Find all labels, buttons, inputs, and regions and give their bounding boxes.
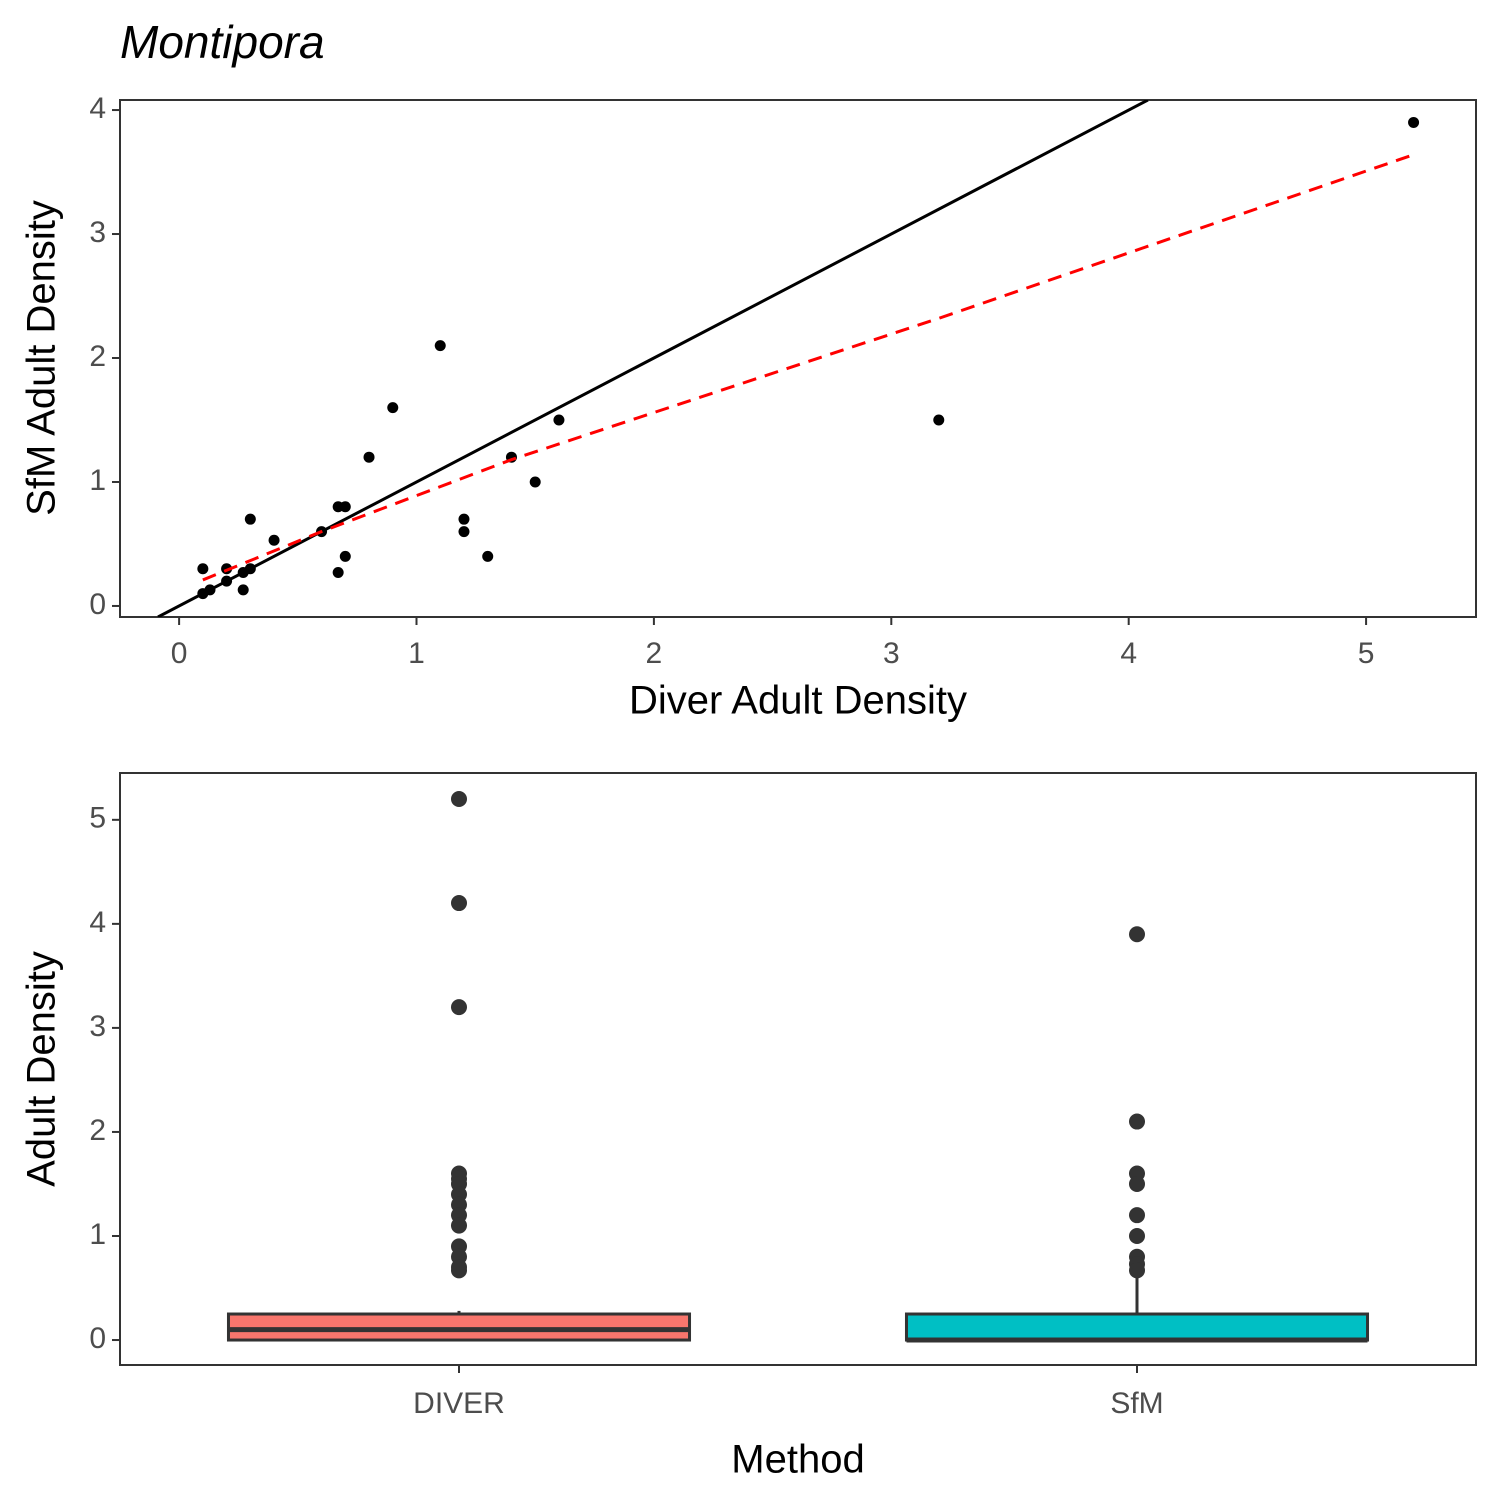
- point: [339, 501, 351, 513]
- x-tick-label: 2: [646, 637, 663, 670]
- point: [244, 513, 256, 525]
- outlier: [451, 791, 467, 808]
- point: [237, 584, 249, 596]
- point: [553, 414, 565, 426]
- point: [458, 526, 470, 538]
- panel-border: [119, 772, 1477, 1366]
- point: [268, 534, 280, 546]
- y-tick-label: 3: [89, 216, 106, 249]
- outlier: [1129, 926, 1145, 943]
- outlier: [1129, 1207, 1145, 1224]
- y-axis-title: Adult Density: [20, 951, 64, 1187]
- box: [904, 1312, 1370, 1342]
- fit-line: [202, 153, 1415, 582]
- point: [434, 340, 446, 352]
- point: [339, 550, 351, 562]
- outlier: [451, 999, 467, 1016]
- panel-border: [119, 99, 1477, 618]
- x-tick-label: SfM: [1110, 1387, 1163, 1420]
- box: [226, 1312, 692, 1342]
- x-tick-label: 5: [1358, 637, 1375, 670]
- point: [458, 513, 470, 525]
- y-tick-label: 2: [89, 1114, 106, 1147]
- y-tick-label: 4: [89, 92, 106, 125]
- x-axis-title: Method: [731, 1438, 864, 1482]
- point: [197, 563, 209, 575]
- x-tick-label: 1: [408, 637, 425, 670]
- y-tick-label: 4: [89, 906, 106, 939]
- point: [332, 566, 344, 578]
- y-tick-label: 2: [89, 340, 106, 373]
- y-tick-label: 5: [89, 802, 106, 835]
- x-axis-title: Diver Adult Density: [629, 679, 967, 723]
- point: [529, 476, 541, 488]
- point: [482, 550, 494, 562]
- outlier: [1129, 1262, 1145, 1279]
- point: [387, 402, 399, 414]
- outlier: [451, 1262, 467, 1279]
- point: [363, 451, 375, 463]
- x-tick-label: 4: [1120, 637, 1137, 670]
- x-tick-label: DIVER: [413, 1387, 505, 1420]
- x-tick-label: 3: [883, 637, 900, 670]
- y-tick-label: 1: [89, 464, 106, 497]
- reference-line: [157, 100, 1149, 617]
- y-tick-label: 0: [89, 1322, 106, 1355]
- y-tick-label: 0: [89, 588, 106, 621]
- outlier: [1129, 1113, 1145, 1130]
- plot-area: [157, 100, 1420, 617]
- chart-title: Montipora: [120, 16, 325, 68]
- outlier: [1129, 1227, 1145, 1244]
- x-tick-label: 0: [171, 637, 188, 670]
- y-axis-title: SfM Adult Density: [20, 200, 64, 516]
- point: [933, 414, 945, 426]
- outlier: [451, 895, 467, 912]
- y-tick-label: 1: [89, 1218, 106, 1251]
- y-tick-label: 3: [89, 1010, 106, 1043]
- point: [1408, 116, 1420, 128]
- outlier: [1129, 1175, 1145, 1192]
- outlier: [451, 1217, 467, 1234]
